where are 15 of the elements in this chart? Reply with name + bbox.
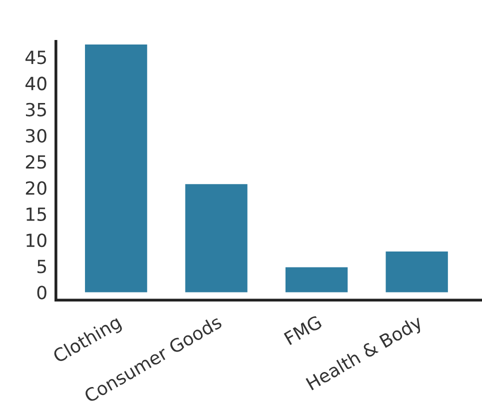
- y-tick-label: 0: [37, 286, 46, 300]
- y-tick-label: 45: [25, 50, 46, 64]
- bar: [286, 267, 348, 292]
- bar: [386, 252, 448, 292]
- y-tick-label: 35: [26, 102, 46, 116]
- y-tick-label: 20: [26, 181, 46, 195]
- y-tick-label: 25: [26, 155, 46, 169]
- y-tick-label: 15: [26, 208, 46, 222]
- y-tick-label: 30: [26, 128, 46, 143]
- bar: [84, 44, 148, 292]
- bar: [185, 184, 248, 292]
- y-tick-label: 10: [26, 233, 46, 248]
- x-tick-label: FMG: [284, 315, 322, 346]
- y-tick-label: 5: [37, 260, 46, 274]
- y-tick-label: 40: [25, 76, 46, 90]
